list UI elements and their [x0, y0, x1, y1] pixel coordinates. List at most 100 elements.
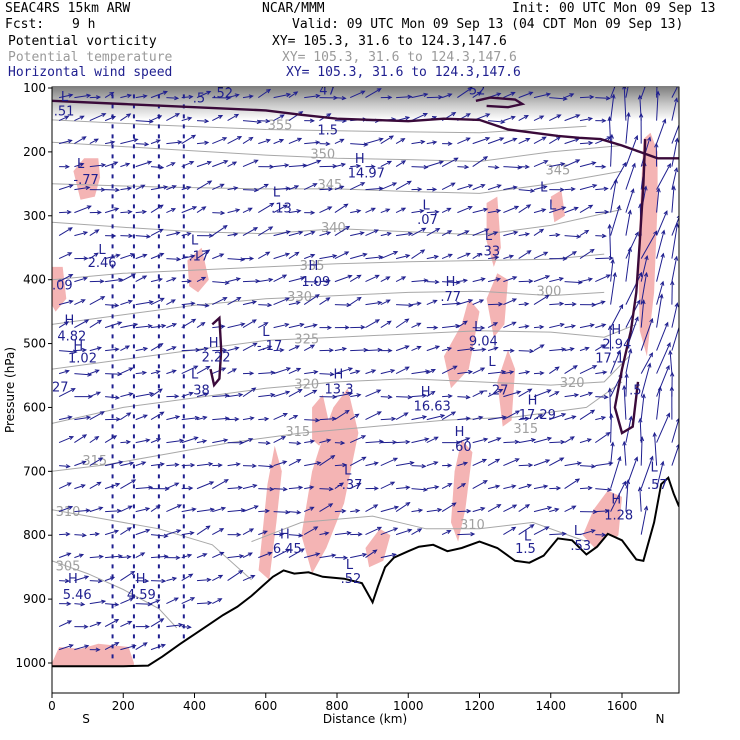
wind-vector — [411, 346, 421, 352]
extrema-label: L — [485, 229, 493, 244]
wind-vector-head — [674, 302, 679, 308]
wind-vector-head — [404, 318, 410, 323]
wind-vector-head — [284, 297, 290, 302]
wind-vector — [503, 458, 519, 467]
wind-vector-head — [465, 113, 471, 118]
wind-vector — [487, 437, 501, 444]
extrema-label: L — [98, 243, 106, 258]
wind-vector-head — [576, 461, 583, 466]
wind-vector — [258, 394, 275, 398]
wind-vector-head — [99, 411, 105, 416]
wind-vector — [625, 272, 642, 305]
x-tick-label: 1000 — [393, 699, 424, 713]
wind-vector — [288, 323, 304, 329]
wind-vector — [518, 388, 532, 398]
wind-vector-head — [559, 301, 565, 307]
wind-vector-head — [285, 390, 291, 395]
wind-vector — [533, 160, 548, 168]
wind-vector — [487, 504, 501, 513]
wind-vector — [242, 301, 257, 306]
wind-vector — [334, 97, 346, 99]
theta-contour-label: 310 — [460, 518, 485, 533]
wind-vector — [196, 602, 212, 605]
wind-vector — [639, 487, 642, 512]
wind-vector-head — [356, 163, 362, 169]
wind-vector-head — [571, 415, 577, 420]
wind-vector-head — [155, 139, 161, 144]
wind-vector-head — [616, 204, 621, 210]
wind-vector — [227, 394, 243, 398]
wind-vector — [334, 442, 345, 444]
wind-vector-head — [544, 526, 550, 531]
wind-vector-head — [378, 255, 384, 260]
wind-vector — [196, 347, 208, 352]
theta-contour-line — [52, 170, 623, 194]
wind-vector-head — [430, 390, 436, 396]
wind-vector — [120, 273, 136, 283]
wind-vector-head — [665, 364, 670, 370]
wind-vector-head — [470, 531, 476, 537]
wind-vector-head — [511, 321, 517, 326]
wind-vector-head — [340, 162, 347, 167]
wind-vector-head — [174, 482, 180, 487]
wind-vector-head — [249, 256, 255, 261]
wind-vector — [457, 87, 472, 99]
wind-vector — [150, 91, 168, 99]
wind-vector — [181, 302, 195, 306]
extrema-label: H — [68, 572, 78, 587]
wind-vector — [74, 277, 88, 283]
wind-vector-head — [206, 160, 212, 166]
wind-vector-head — [101, 163, 107, 168]
wind-vector — [104, 619, 119, 628]
wind-vector — [120, 253, 135, 260]
wind-vector-head — [110, 115, 117, 120]
wind-vector-head — [556, 114, 562, 119]
wind-vector-head — [572, 251, 577, 256]
wind-vector-head — [341, 508, 347, 514]
extrema-label: 1.02 — [68, 352, 97, 367]
wind-vector-head — [529, 524, 535, 529]
wind-vector-head — [148, 485, 154, 490]
extrema-label: 2.46 — [88, 256, 117, 271]
wind-vector-head — [149, 391, 155, 397]
wind-vector — [105, 396, 119, 399]
wind-vector — [150, 463, 164, 467]
wind-vector-head — [468, 369, 474, 375]
wind-vector — [150, 278, 163, 283]
wind-vector-head — [114, 303, 120, 308]
wind-vector — [395, 502, 410, 513]
wind-vector-head — [465, 137, 471, 142]
wind-vector — [120, 441, 130, 444]
wind-vector-head — [543, 251, 549, 256]
extrema-label: .09 — [52, 278, 73, 293]
wind-vector-head — [252, 483, 258, 489]
wind-vector — [273, 274, 287, 283]
wind-vector-head — [539, 344, 545, 349]
wind-vector — [487, 231, 498, 237]
pv-fill-region — [365, 528, 391, 568]
wind-vector — [518, 484, 532, 490]
wind-vector-head — [385, 208, 391, 213]
wind-vector — [640, 506, 648, 535]
wind-vector — [273, 164, 289, 168]
wind-vector — [426, 391, 435, 398]
wind-vector-head — [285, 186, 291, 191]
wind-vector-head — [387, 394, 393, 400]
wind-vector — [196, 322, 205, 329]
wind-vector-head — [170, 208, 177, 213]
wind-vector — [365, 504, 378, 513]
wind-vector-head — [616, 349, 621, 355]
theta-contour-line — [52, 208, 623, 236]
wind-vector-head — [235, 277, 242, 282]
wind-vector — [303, 389, 317, 398]
wind-vector — [457, 230, 469, 237]
wind-vector — [503, 166, 522, 169]
wind-vector — [441, 365, 457, 375]
wind-vector-head — [602, 370, 608, 375]
wind-vector-head — [66, 552, 72, 557]
wind-vector — [334, 251, 349, 260]
wind-vector — [288, 345, 300, 352]
wind-vector-head — [64, 115, 70, 120]
wind-vector — [472, 348, 486, 352]
wind-vector-head — [190, 597, 196, 602]
